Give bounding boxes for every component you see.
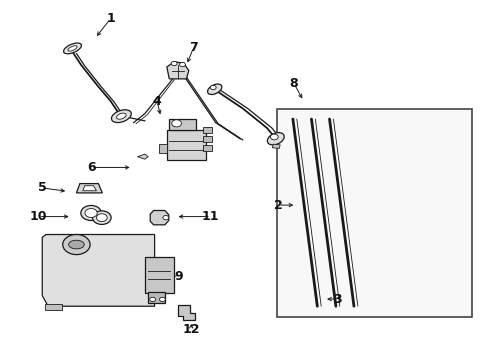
Polygon shape (150, 211, 169, 225)
Circle shape (163, 216, 169, 220)
Circle shape (63, 234, 90, 255)
Ellipse shape (208, 84, 222, 95)
Bar (167, 130, 206, 160)
Ellipse shape (117, 113, 126, 119)
Ellipse shape (68, 46, 77, 51)
Bar (45, 305, 62, 310)
Text: 12: 12 (182, 323, 200, 336)
Bar (203, 145, 212, 151)
Text: 5: 5 (38, 181, 47, 194)
Text: 7: 7 (189, 41, 198, 54)
Circle shape (159, 297, 165, 302)
Polygon shape (76, 184, 102, 193)
Polygon shape (178, 305, 195, 320)
Circle shape (150, 297, 156, 302)
Bar (203, 136, 212, 142)
Ellipse shape (111, 110, 131, 122)
Polygon shape (272, 144, 280, 148)
Text: 6: 6 (87, 161, 96, 174)
Text: 10: 10 (30, 210, 48, 223)
Text: 1: 1 (106, 12, 115, 25)
Circle shape (210, 85, 216, 90)
Text: 11: 11 (202, 210, 220, 223)
Ellipse shape (93, 211, 111, 225)
Polygon shape (42, 234, 155, 306)
Circle shape (270, 134, 278, 140)
Ellipse shape (268, 132, 284, 145)
Text: 3: 3 (334, 293, 342, 306)
Ellipse shape (97, 214, 107, 222)
Ellipse shape (81, 206, 101, 221)
Bar (203, 127, 212, 134)
Circle shape (179, 62, 185, 67)
Text: 2: 2 (274, 199, 283, 212)
Bar (146, 257, 173, 293)
Text: 4: 4 (153, 95, 161, 108)
Ellipse shape (85, 208, 97, 217)
Text: 9: 9 (175, 270, 183, 283)
Bar (148, 292, 165, 303)
Circle shape (172, 120, 181, 127)
Bar (277, 109, 472, 317)
Circle shape (171, 61, 177, 66)
Bar (169, 119, 196, 130)
Text: 8: 8 (290, 77, 298, 90)
Polygon shape (83, 186, 97, 191)
Ellipse shape (64, 43, 81, 54)
Polygon shape (167, 62, 189, 79)
Bar (159, 144, 167, 153)
Polygon shape (138, 154, 148, 159)
Ellipse shape (69, 240, 84, 249)
